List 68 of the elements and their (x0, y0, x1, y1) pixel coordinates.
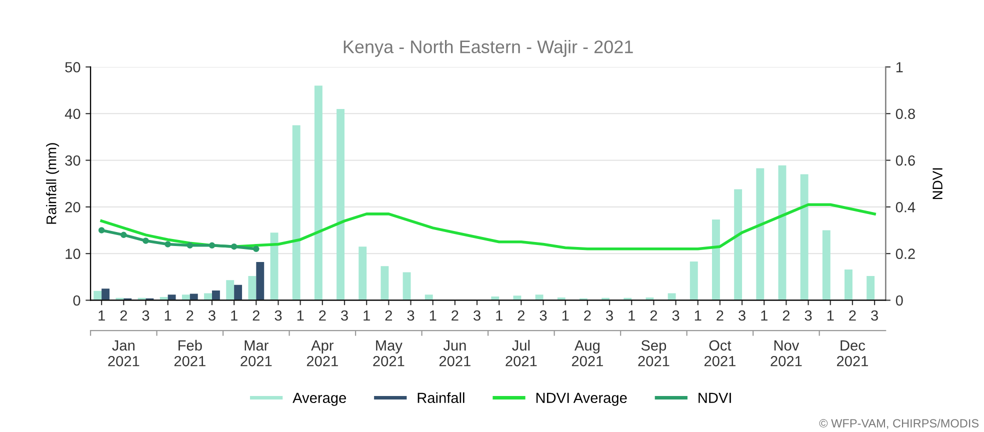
x-tick-label: 3 (606, 310, 613, 321)
y-axis-title: Rainfall (mm) (46, 143, 60, 224)
y2-axis-title: NDVI (932, 168, 942, 200)
x-tick-label: 1 (98, 310, 105, 321)
chart-title: Kenya - North Eastern - Wajir - 2021 (344, 40, 633, 57)
x-tick-label: 1 (496, 310, 502, 321)
y-tick-label: 50 (65, 62, 80, 72)
text: Apr 2021 (306, 340, 338, 366)
x-tick-label: 3 (341, 310, 348, 321)
x-tick-label: 1 (694, 310, 702, 321)
text: Nov 2021 (770, 340, 802, 366)
x-tick-label: 3 (804, 310, 812, 321)
text: Dec 2021 (836, 340, 868, 366)
x-tick-label: 1 (562, 310, 569, 321)
y-tick-label: 0 (73, 295, 80, 306)
x-tick-label: 3 (274, 310, 282, 321)
x-tick-label: 3 (208, 310, 216, 321)
text: May 2021 (373, 340, 404, 366)
x-tick-label: 3 (474, 310, 480, 321)
x-tick-label: 1 (364, 310, 370, 321)
x-tick-label: 2 (186, 310, 194, 321)
y2-tick-label: 0.4 (896, 202, 916, 212)
x-tick-label: 3 (407, 310, 414, 321)
y-tick-label: 20 (65, 202, 80, 212)
text: Feb 2021 (174, 340, 206, 366)
y2-tick-label: 0.8 (896, 108, 915, 120)
x-tick-label: 2 (452, 310, 458, 321)
text: Sep 2021 (638, 340, 670, 366)
text: Oct 2021 (704, 340, 736, 366)
legend-label: NDVI (698, 392, 731, 403)
text: Jan 2021 (108, 340, 140, 366)
x-tick-label: 2 (120, 310, 127, 321)
x-tick-label: 3 (540, 310, 547, 321)
text: © WFP-VAM, CHIRPS/MODIS (819, 418, 979, 429)
x-tick-label: 1 (297, 310, 304, 321)
y2-tick-label: 0.2 (896, 248, 915, 260)
x-tick-label: 2 (518, 310, 525, 321)
y2-tick-label: 0 (896, 295, 903, 306)
x-tick-label: 1 (761, 310, 768, 321)
x-tick-label: 2 (385, 310, 392, 321)
x-tick-label: 2 (252, 310, 260, 321)
text: Jul 2021 (506, 340, 537, 366)
text: Aug 2021 (572, 340, 603, 366)
x-tick-label: 1 (628, 310, 635, 321)
x-tick-label: 2 (650, 310, 658, 321)
y-tick-label: 10 (66, 248, 80, 260)
x-tick-label: 2 (319, 310, 326, 321)
x-tick-label: 2 (716, 310, 724, 321)
text: Jun 2021 (439, 340, 470, 366)
x-tick-label: 3 (738, 310, 746, 321)
x-tick-label: 2 (849, 310, 856, 321)
y-tick-label: 40 (64, 108, 80, 120)
x-tick-label: 2 (584, 310, 591, 321)
legend-label: Average (292, 392, 346, 406)
x-tick-label: 3 (871, 310, 878, 321)
x-tick-label: 3 (672, 310, 680, 321)
x-tick-label: 1 (164, 310, 172, 321)
x-tick-label: 1 (231, 310, 238, 321)
x-tick-label: 1 (430, 310, 436, 321)
text: Mar 2021 (240, 340, 272, 366)
x-tick-label: 3 (142, 310, 150, 321)
x-tick-label: 1 (827, 310, 834, 321)
x-tick-label: 2 (782, 310, 790, 321)
legend-label: NDVI Average (536, 392, 627, 406)
y2-tick-label: 1 (896, 62, 903, 72)
y-tick-label: 30 (65, 155, 80, 166)
legend-label: Rainfall (418, 392, 464, 404)
y2-tick-label: 0.6 (896, 155, 915, 166)
